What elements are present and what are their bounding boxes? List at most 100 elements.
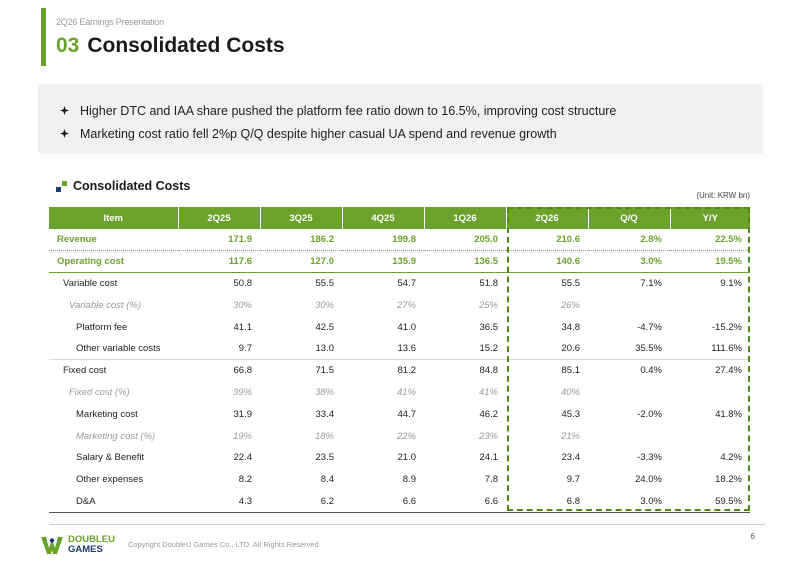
table-cell: 8.9 [402,474,416,486]
section-squares-icon [56,180,67,192]
table-cell: 199.8 [342,229,424,252]
table-cell: 81.2 [342,359,424,382]
table-cell: 186.2 [260,229,342,252]
consolidated-costs-table: Item 2Q25 3Q25 4Q25 1Q26 2Q26 Q/Q Y/Y Re… [49,207,750,513]
table-cell [588,382,670,404]
table-cell: 22.4 [233,452,253,464]
table-row: Operating cost 117.6 127.0 135.9 136.5 140.6 3… [49,250,750,274]
table-cell: 23.5 [315,452,335,464]
row-label: Fixed cost (%) [69,386,130,398]
table-cell: 8.2 [238,474,252,486]
table-cell: 41.8% [715,408,742,420]
summary-list: Higher DTC and IAA share pushed the plat… [38,84,763,145]
table-cell: 3.0% [588,490,670,513]
table-cell: 3.0% [588,250,670,274]
summary-box: Higher DTC and IAA share pushed the plat… [38,84,763,154]
table-cell: 41% [478,386,498,398]
column-header: 1Q26 [424,207,507,229]
table-cell: 18.2% [715,474,742,486]
table-cell: 19.5% [670,250,750,274]
row-label: Marketing cost (%) [76,430,156,442]
table-row: D&A 4.3 6.2 6.6 6.6 6.8 3.0% 59.5% [49,490,750,513]
table-cell: 21.0 [397,452,417,464]
row-label: Operating cost [49,250,178,274]
table-cell: 30% [314,299,334,311]
table-cell: -4.7% [637,321,662,333]
table-cell: 23.4 [561,452,581,464]
table-cell [670,425,750,447]
table-cell: 41.1 [233,321,253,333]
table-cell: 4.2% [720,452,742,464]
logo-wordmark: DOUBLEU GAMES [68,535,115,555]
page-title-text: Consolidated Costs [87,34,285,57]
table-cell: 136.5 [424,250,506,274]
table-row: Other variable costs 9.7 13.0 13.6 15.2 20.6 3… [49,338,750,360]
row-label: Salary & Benefit [76,452,145,464]
table-row: Marketing cost (%) 19% 18% 22% 23% 21% [49,425,750,447]
table-cell [588,294,670,316]
column-header: Q/Q [588,207,671,229]
table-cell: 40% [560,386,580,398]
table-cell: -3.3% [637,452,662,464]
table-cell: 6.6 [342,490,424,513]
table-cell: 55.5 [561,278,581,290]
table-cell: 71.5 [260,359,342,382]
table-cell: 18% [314,430,334,442]
table-cell: 24.0% [635,474,662,486]
column-header: 4Q25 [342,207,425,229]
table-row: Fixed cost (%) 39% 38% 41% 41% 40% [49,382,750,404]
table-cell: 51.8 [479,278,499,290]
column-header: Y/Y [670,207,750,229]
table-cell: 7.1% [640,278,662,290]
company-logo: DOUBLEU GAMES [40,534,115,556]
summary-bullet: Marketing cost ratio fell 2%p Q/Q despit… [60,122,763,145]
table-cell: 2.8% [588,229,670,252]
table-cell: 4.3 [178,490,260,513]
table-cell: 135.9 [342,250,424,274]
column-header: 3Q25 [260,207,343,229]
title-accent-bar [41,8,46,66]
table-cell: 117.6 [178,250,260,274]
table-cell [670,382,750,404]
table-row: Salary & Benefit 22.4 23.5 21.0 24.1 23.4 -3.3… [49,447,750,469]
table-cell: 210.6 [506,229,588,252]
page-title: 03 Consolidated Costs [56,34,285,58]
summary-bullet-text: Marketing cost ratio fell 2%p Q/Q despit… [80,126,557,141]
table-header-row: Item 2Q25 3Q25 4Q25 1Q26 2Q26 Q/Q Y/Y [49,207,750,229]
row-label: Other expenses [76,474,144,486]
table-cell: 66.8 [178,359,260,382]
table-cell: 84.8 [424,359,506,382]
table-cell: 21% [560,430,580,442]
table-row: Variable cost 50.8 55.5 54.7 51.8 55.5 7.1% 9.1… [49,273,750,295]
table-cell [670,294,750,316]
logo-line-2: GAMES [68,544,103,555]
table-cell: 9.7 [566,474,580,486]
row-label: Fixed cost [49,359,178,382]
table-body: Revenue 171.9 186.2 199.8 205.0 210.6 2.8% 22.5… [49,229,750,513]
table-row: Revenue 171.9 186.2 199.8 205.0 210.6 2.8% 22.5… [49,229,750,252]
table-cell: 41% [396,386,416,398]
table-cell: 50.8 [233,278,253,290]
table-cell: 35.5% [635,343,662,355]
table-heading: Consolidated Costs [73,179,191,193]
table-cell: 9.1% [720,278,742,290]
table-row: Other expenses 8.2 8.4 8.9 7.8 9.7 24.0% 18.2% [49,469,750,491]
table-cell: 31.9 [233,408,253,420]
diamond-bullet-icon [60,129,69,138]
table-cell: 0.4% [588,359,670,382]
table-cell: 22% [396,430,416,442]
table-cell: 59.5% [670,490,750,513]
table-cell: 27% [396,299,416,311]
table-cell: 127.0 [260,250,342,274]
table-cell: 19% [232,430,252,442]
row-label: D&A [49,490,178,513]
table-cell: 30% [232,299,252,311]
row-label: Marketing cost [76,408,138,420]
table-cell: 45.3 [561,408,581,420]
column-header: Item [49,207,179,229]
doubleu-logo-icon [41,537,63,554]
table-cell: 13.6 [397,343,417,355]
table-cell: 15.2 [479,343,499,355]
row-label: Revenue [49,229,178,252]
logo-line-1: DOUBLEU [68,534,115,545]
